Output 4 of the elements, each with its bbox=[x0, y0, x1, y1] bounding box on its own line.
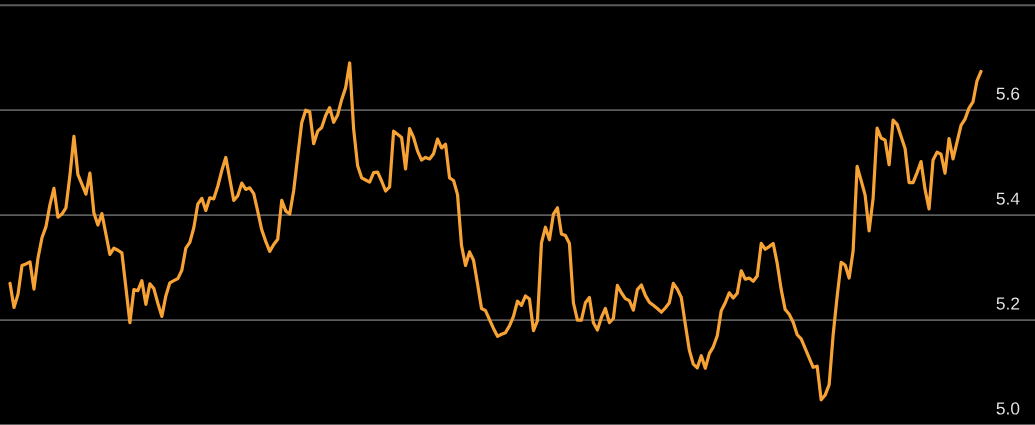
y-tick-label: 5.0 bbox=[996, 402, 1020, 415]
y-tick-label: 5.2 bbox=[996, 297, 1020, 310]
y-tick-label: 5.6 bbox=[996, 87, 1020, 100]
y-tick-label: 5.4 bbox=[996, 192, 1020, 205]
